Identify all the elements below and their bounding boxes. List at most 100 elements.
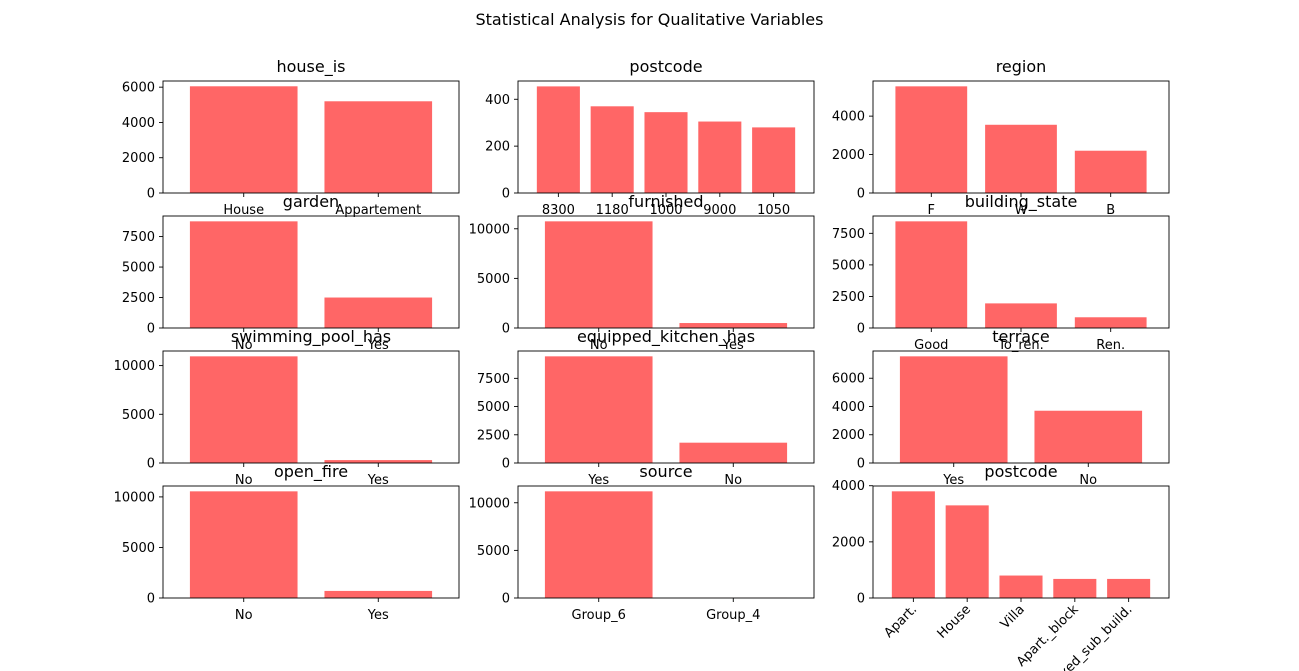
y-tick-label: 5000	[122, 261, 155, 276]
x-tick-label: Yes	[587, 473, 609, 488]
axes-frame	[162, 80, 460, 194]
bar	[536, 86, 580, 193]
bar	[1074, 150, 1147, 193]
x-tick-label: Yes	[367, 338, 389, 353]
x-tick-label: 8300	[542, 203, 575, 218]
subplot-title: garden	[283, 192, 339, 211]
figure-title: Statistical Analysis for Qualitative Var…	[475, 10, 824, 29]
x-tick-label: B	[1106, 203, 1115, 218]
subplot-title: equipped_kitchen_has	[577, 327, 755, 347]
y-tick-label: 0	[147, 322, 155, 337]
subplot-title: swimming_pool_has	[231, 327, 391, 347]
x-tick-label: Apart.	[882, 602, 921, 641]
subplot-6: 0 2500 5000 7500 Good To_ren. Ren. building_sta…	[832, 192, 1170, 353]
bar	[679, 323, 788, 328]
x-tick-label: No	[590, 338, 608, 353]
x-tick-label: Appartement	[335, 203, 421, 218]
x-tick-label: F	[928, 203, 935, 218]
y-tick-label: 10000	[469, 496, 510, 511]
y-tick-label: 0	[857, 457, 865, 472]
subplot-1: 0 2000 4000 6000 House Appartement house_is	[122, 57, 460, 218]
bar	[895, 221, 968, 328]
bar	[324, 460, 433, 463]
x-tick-label: 1180	[596, 203, 629, 218]
bar	[189, 491, 298, 598]
axes-frame	[517, 485, 815, 599]
y-tick-label: 0	[147, 457, 155, 472]
y-tick-label: 2000	[832, 428, 865, 443]
bar	[985, 124, 1057, 193]
bar	[1034, 410, 1143, 463]
subplot-title: terrace	[992, 327, 1049, 346]
y-tick-label: 200	[485, 140, 510, 155]
bar	[189, 356, 298, 463]
y-tick-label: 2000	[122, 151, 155, 166]
y-tick-label: 0	[857, 322, 865, 337]
x-tick-label: House	[935, 602, 974, 641]
subplot-9: 0 2000 4000 6000 Yes No terrace	[832, 327, 1170, 488]
axes-frame	[872, 350, 1170, 464]
y-tick-label: 0	[502, 322, 510, 337]
y-tick-label: 0	[502, 187, 510, 202]
axes-frame	[162, 350, 460, 464]
y-tick-label: 0	[147, 187, 155, 202]
subplot-10: 0 5000 10000 No Yes open_fire	[114, 462, 460, 623]
y-tick-label: 2500	[122, 291, 155, 306]
subplot-4: 0 2500 5000 7500 No Yes garden	[122, 192, 460, 353]
bar	[324, 590, 433, 598]
subplot-11: 0 5000 10000 Group_6 Group_4 source	[469, 462, 815, 623]
x-tick-label: 1000	[649, 203, 682, 218]
x-tick-label: Villa	[998, 602, 1028, 632]
y-tick-label: 4000	[832, 479, 865, 494]
y-tick-label: 7500	[122, 230, 155, 245]
x-tick-label: To_ren.	[997, 338, 1044, 353]
subplot-2: 0 200 400 8300 1180 1000 9000 1050 postcode	[485, 57, 815, 218]
bar	[189, 221, 298, 328]
bar	[891, 491, 935, 598]
x-tick-label: Good	[914, 338, 948, 353]
bar	[985, 303, 1057, 328]
bar	[324, 101, 433, 193]
subplot-title: furnished	[628, 192, 703, 211]
subplot-title: house_is	[276, 57, 345, 77]
y-tick-label: 400	[485, 93, 510, 108]
bar	[1107, 578, 1151, 598]
bar	[679, 442, 788, 463]
axes-frame	[162, 485, 460, 599]
x-tick-label: Yes	[722, 338, 744, 353]
bar	[698, 121, 742, 193]
x-tick-label: No	[235, 338, 253, 353]
x-tick-label: 9000	[703, 203, 736, 218]
bar	[895, 86, 968, 193]
x-tick-label: No	[1079, 473, 1097, 488]
x-tick-label: Group_6	[572, 608, 626, 623]
x-tick-label: Yes	[942, 473, 964, 488]
bar	[544, 221, 653, 328]
bar	[544, 491, 653, 598]
x-tick-label: House	[223, 203, 264, 218]
y-tick-label: 5000	[477, 272, 510, 287]
x-tick-label: No	[235, 608, 253, 623]
y-tick-label: 5000	[477, 544, 510, 559]
bar	[899, 356, 1008, 463]
y-tick-label: 5000	[122, 541, 155, 556]
y-tick-label: 7500	[832, 227, 865, 242]
y-tick-label: 10000	[114, 490, 155, 505]
bar	[544, 356, 653, 463]
x-tick-label: W	[1015, 203, 1028, 218]
bar	[189, 86, 298, 193]
y-tick-label: 6000	[122, 81, 155, 96]
y-tick-label: 0	[502, 592, 510, 607]
y-tick-label: 2000	[832, 535, 865, 550]
x-tick-label: Yes	[367, 473, 389, 488]
bar	[999, 575, 1043, 598]
y-tick-label: 2500	[832, 290, 865, 305]
subplot-title: postcode	[984, 462, 1057, 481]
x-tick-label: Ren.	[1096, 338, 1125, 353]
y-tick-label: 6000	[832, 372, 865, 387]
